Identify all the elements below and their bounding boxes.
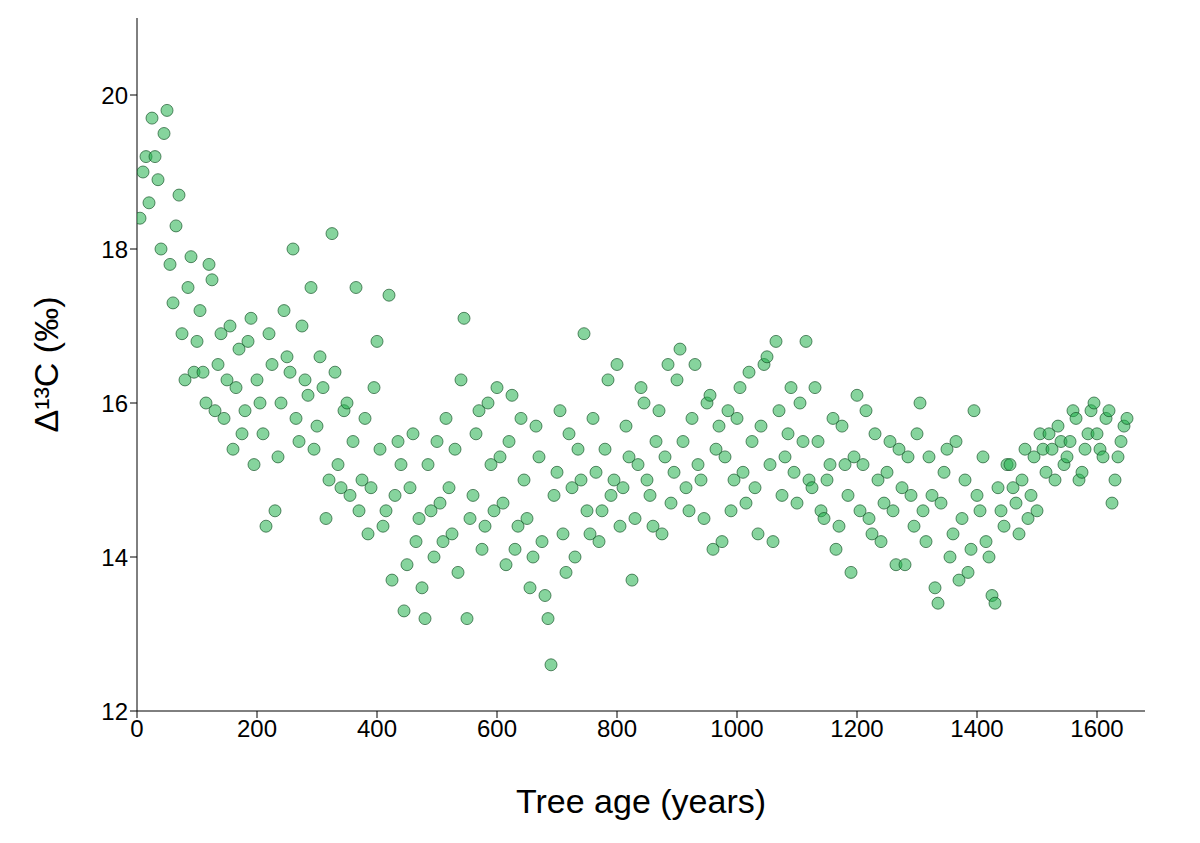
svg-text:1400: 1400 [950, 715, 1003, 742]
svg-text:14: 14 [101, 544, 128, 571]
svg-text:1600: 1600 [1070, 715, 1123, 742]
svg-text:600: 600 [477, 715, 517, 742]
svg-text:1200: 1200 [830, 715, 883, 742]
svg-text:Δ¹³C (‰): Δ¹³C (‰) [27, 297, 65, 433]
svg-text:200: 200 [237, 715, 277, 742]
svg-text:16: 16 [101, 390, 128, 417]
svg-text:1000: 1000 [710, 715, 763, 742]
svg-text:12: 12 [101, 698, 128, 725]
svg-text:20: 20 [101, 82, 128, 109]
svg-text:Tree age (years): Tree age (years) [516, 782, 766, 820]
svg-text:400: 400 [357, 715, 397, 742]
svg-text:18: 18 [101, 236, 128, 263]
svg-text:0: 0 [130, 715, 143, 742]
svg-text:800: 800 [597, 715, 637, 742]
